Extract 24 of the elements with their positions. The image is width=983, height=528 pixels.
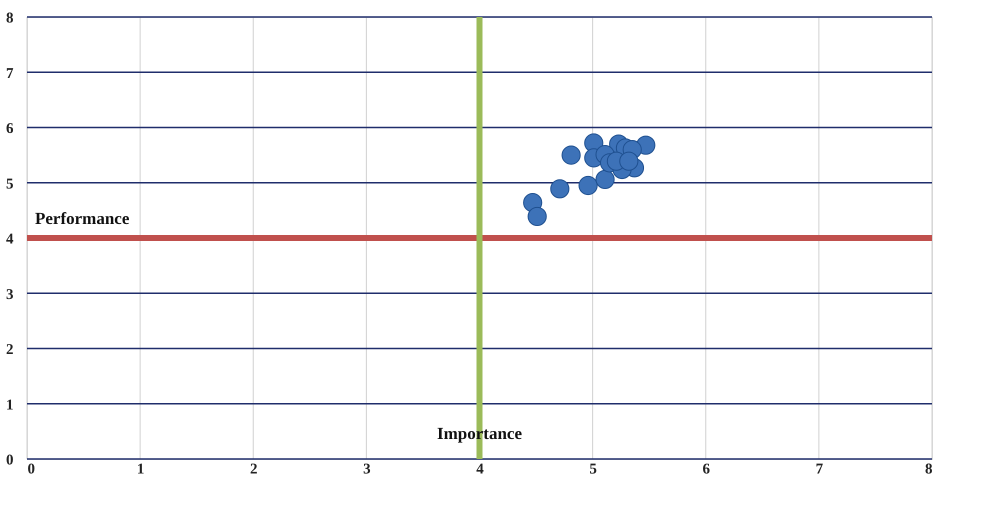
y-tick-label: 2 (6, 342, 14, 358)
point (528, 206, 547, 226)
y-tick-label: 6 (6, 121, 14, 137)
x-tick-label: 3 (363, 462, 371, 478)
y-tick-label: 8 (6, 10, 14, 26)
ref-line-label: Performance (35, 209, 130, 228)
point (562, 146, 581, 165)
y-tick-label: 5 (6, 176, 14, 192)
y-tick-label: 7 (6, 66, 14, 82)
x-tick-label: 7 (816, 462, 824, 478)
x-tick-label: 2 (250, 462, 258, 478)
point (550, 179, 570, 198)
x-tick-label: 1 (136, 462, 144, 478)
point (595, 170, 615, 189)
point (578, 176, 598, 196)
y-tick-label: 4 (6, 232, 14, 248)
y-tick-label: 1 (6, 397, 14, 414)
x-tick-label: 6 (702, 462, 710, 478)
x-tick-label: 8 (925, 462, 932, 478)
x-tick-label: 4 (476, 462, 484, 478)
point (619, 152, 638, 171)
x-tick-label: 0 (28, 462, 35, 478)
x-tick-label: 5 (589, 462, 597, 478)
y-tick-label: 3 (6, 286, 14, 303)
